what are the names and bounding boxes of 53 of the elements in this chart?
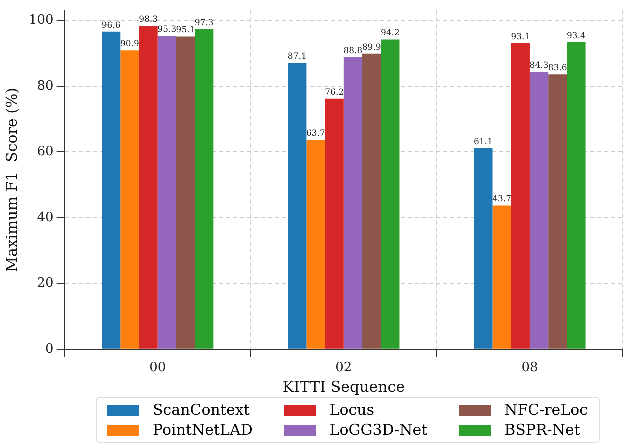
- y-tick-label: 100: [28, 13, 54, 28]
- y-tick-label: 80: [37, 78, 54, 94]
- x-tick-label: 02: [336, 360, 352, 376]
- bar: [567, 42, 586, 349]
- bar: [120, 50, 140, 349]
- bar: [158, 36, 176, 349]
- x-axis-title: KITTI Sequence: [282, 378, 406, 396]
- bar: [362, 54, 382, 349]
- y-tick-label: 40: [37, 210, 54, 226]
- legend-label: LoGG3D-Net: [330, 421, 428, 439]
- data-label: 76.2: [325, 88, 344, 98]
- data-label: 88.8: [344, 46, 363, 56]
- x-tick-label: 00: [150, 360, 166, 376]
- bar: [325, 98, 344, 349]
- legend-label: ScanContext: [153, 401, 250, 419]
- bar: [176, 36, 196, 349]
- bar: [474, 148, 493, 349]
- data-label: 96.6: [102, 20, 121, 31]
- legend-label: NFC-reLoc: [504, 401, 588, 419]
- bar: [511, 43, 530, 349]
- data-label: 93.1: [511, 32, 530, 42]
- legend-label: Locus: [330, 401, 375, 419]
- bar: [381, 40, 400, 349]
- data-label: 95.3: [158, 25, 177, 36]
- data-label: 93.4: [567, 31, 586, 42]
- y-tick-label: 20: [37, 276, 54, 292]
- bar: [530, 72, 549, 349]
- data-label: 83.6: [548, 64, 568, 74]
- data-label: 94.2: [380, 28, 400, 39]
- legend-label: PointNetLAD: [153, 421, 253, 439]
- bar: [344, 57, 363, 349]
- data-label: 87.1: [288, 52, 307, 62]
- data-label: 98.3: [139, 15, 158, 26]
- bar: [139, 26, 158, 349]
- y-axis-title: Maximum F1 Score (%): [2, 88, 21, 272]
- bar: [492, 206, 512, 349]
- data-label: 90.9: [120, 40, 140, 50]
- data-label: 63.7: [306, 128, 326, 139]
- data-label: 97.3: [194, 18, 214, 28]
- data-label: 89.9: [362, 42, 382, 53]
- bar: [195, 30, 214, 349]
- data-label: 95.1: [176, 26, 196, 36]
- y-tick-label: 60: [37, 144, 54, 160]
- legend-label: BSPR-Net: [504, 421, 580, 439]
- x-tick-label: 08: [522, 360, 538, 376]
- bar: [548, 74, 568, 349]
- y-tick-label: 0: [46, 342, 54, 357]
- data-label: 43.7: [492, 194, 512, 205]
- bar: [306, 140, 326, 349]
- data-label: 61.1: [474, 137, 493, 148]
- bar: [288, 63, 307, 349]
- data-label: 84.3: [530, 61, 549, 72]
- bar: [102, 32, 121, 349]
